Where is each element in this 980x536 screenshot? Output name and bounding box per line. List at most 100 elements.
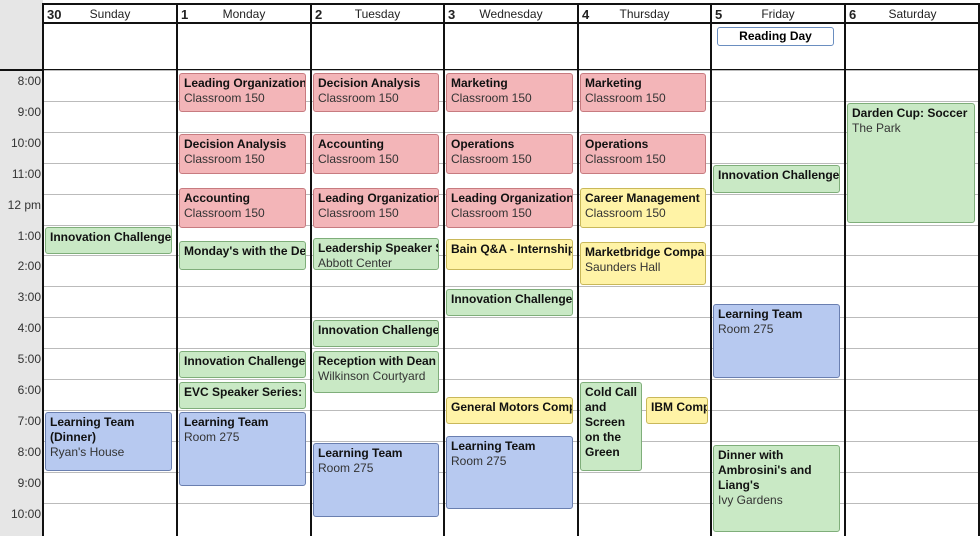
event-title: Operations <box>451 137 515 152</box>
time-column <box>0 0 43 536</box>
time-label: 12 pm <box>7 197 41 212</box>
day-header-wednesday[interactable]: Wednesday 3 <box>444 3 578 24</box>
calendar-event[interactable]: Operations Classroom 150 <box>580 134 706 175</box>
day-number: 5 <box>715 7 723 22</box>
calendar-event[interactable]: Innovation Challenge; <box>313 319 439 348</box>
calendar-event[interactable]: Learning Team Room 275 <box>179 412 306 487</box>
day-number: 6 <box>849 7 857 22</box>
event-title: Learning Team <box>318 446 403 461</box>
header-top-border <box>43 3 980 5</box>
calendar-event[interactable]: Reception with Dean E Wilkinson Courtyard <box>313 350 439 394</box>
day-column-divider <box>42 3 44 536</box>
calendar-event[interactable]: IBM Comp <box>646 396 708 425</box>
calendar-event[interactable]: Decision Analysis Classroom 150 <box>313 72 439 113</box>
calendar-event[interactable]: Leading Organizations Classroom 150 <box>446 188 573 229</box>
event-title: EVC Speaker Series: R <box>184 384 306 399</box>
event-title: Career Management <box>585 191 700 206</box>
event-title: Leading Organizations <box>184 75 306 90</box>
calendar-event[interactable]: Operations Classroom 150 <box>446 134 573 175</box>
all-day-event[interactable]: Reading Day <box>717 27 834 46</box>
event-title: Accounting <box>184 191 250 206</box>
calendar-event[interactable]: Innovation Challenge <box>713 165 840 193</box>
event-location: Classroom 150 <box>585 152 666 167</box>
time-label: 9:00 <box>17 475 41 490</box>
event-title: Learning Team <box>451 438 536 453</box>
calendar-event[interactable]: General Motors Comp: <box>446 396 573 425</box>
calendar-event[interactable]: EVC Speaker Series: R <box>179 381 306 409</box>
day-header-thursday[interactable]: Thursday 4 <box>578 3 711 24</box>
time-label: 3:00 <box>17 290 41 305</box>
day-header-monday[interactable]: Monday 1 <box>177 3 311 24</box>
calendar-event[interactable]: Innovation Challenge; <box>446 288 573 317</box>
calendar-event[interactable]: Dinner with Ambrosini's and Liang's Ivy G… <box>713 444 840 533</box>
hour-gridline <box>43 131 980 133</box>
day-header-tuesday[interactable]: Tuesday 2 <box>311 3 444 24</box>
time-label: 10:00 <box>10 135 41 150</box>
day-column-divider <box>978 3 980 536</box>
event-location: Wilkinson Courtyard <box>318 368 426 383</box>
event-title: General Motors Comp: <box>451 399 573 414</box>
event-location: Room 275 <box>318 461 374 476</box>
event-title: Innovation Challenge; <box>451 291 573 306</box>
event-title: Innovation Challenge; <box>318 322 439 337</box>
event-location: Classroom 150 <box>318 90 399 105</box>
event-title: Marketbridge Compan <box>585 245 706 260</box>
time-label: 4:00 <box>17 321 41 336</box>
event-location: The Park <box>852 121 901 136</box>
calendar-event[interactable]: Monday's with the Dean <box>179 240 306 270</box>
event-title: Innovation Challenge <box>718 168 840 183</box>
calendar-event[interactable]: Marketing Classroom 150 <box>446 72 573 113</box>
hour-gridline <box>43 286 980 288</box>
time-label: 6:00 <box>17 383 41 397</box>
event-title: Innovation Challenge: <box>184 353 306 368</box>
event-title: Bain Q&A - Internship; <box>451 242 573 257</box>
calendar-event[interactable]: Leading Organizations Classroom 150 <box>179 72 306 113</box>
calendar-event[interactable]: Innovation Challenge: <box>179 350 306 378</box>
event-title: Innovation Challenge: <box>50 230 172 245</box>
calendar-event[interactable]: Accounting Classroom 150 <box>179 188 306 229</box>
calendar-event[interactable]: Cold Call and Screen on the Green <box>580 381 642 471</box>
day-name: Monday <box>222 7 266 21</box>
calendar-event[interactable]: Leadership Speaker Se Abbott Center <box>313 237 439 270</box>
calendar-event[interactable]: Marketbridge Compan Saunders Hall <box>580 242 706 286</box>
calendar-event[interactable]: Accounting Classroom 150 <box>313 134 439 175</box>
day-header-sunday[interactable]: Sunday 30 <box>43 3 177 24</box>
event-location: Classroom 150 <box>184 206 265 221</box>
day-name: Sunday <box>89 7 131 21</box>
calendar-event[interactable]: Learning Team Room 275 <box>313 443 439 518</box>
time-label: 9:00 <box>17 104 41 119</box>
event-title: Dinner with Ambrosini's and Liang's <box>718 447 812 492</box>
calendar-event[interactable]: Darden Cup: Soccer The Park <box>847 103 975 224</box>
calendar-event[interactable]: Innovation Challenge: <box>45 227 172 255</box>
calendar-event[interactable]: Career Management Classroom 150 <box>580 188 706 229</box>
time-label: 11:00 <box>11 166 41 181</box>
day-header-saturday[interactable]: Saturday 6 <box>845 3 980 24</box>
day-header-friday[interactable]: Friday 5 <box>711 3 845 24</box>
time-label: 7:00 <box>17 413 41 428</box>
event-location: Classroom 150 <box>585 206 666 221</box>
calendar-event[interactable]: Learning Team (Dinner) Ryan's House <box>45 412 172 471</box>
event-location: Room 275 <box>451 453 507 468</box>
hour-gridline <box>43 379 980 380</box>
day-name: Thursday <box>619 7 670 21</box>
calendar-event[interactable]: Marketing Classroom 150 <box>580 72 706 113</box>
event-title: Reception with Dean E <box>318 353 439 368</box>
hour-gridline <box>43 317 980 319</box>
day-column-divider <box>443 3 445 536</box>
time-label: 2:00 <box>17 259 41 274</box>
event-location: Classroom 150 <box>184 152 265 167</box>
calendar-event[interactable]: Decision Analysis Classroom 150 <box>179 134 306 175</box>
event-title: IBM Comp <box>651 399 708 414</box>
day-name: Friday <box>761 7 795 21</box>
calendar-event[interactable]: Learning Team Room 275 <box>713 304 840 378</box>
calendar-event[interactable]: Learning Team Room 275 <box>446 435 573 510</box>
event-title: Learning Team <box>184 415 269 430</box>
event-title: Leading Organizations <box>451 191 573 206</box>
time-label: 1:00 <box>17 228 41 243</box>
event-location: Ivy Gardens <box>718 492 783 507</box>
day-name: Saturday <box>888 7 937 21</box>
calendar-event[interactable]: Bain Q&A - Internship; <box>446 239 573 270</box>
day-column-divider <box>176 3 178 536</box>
calendar-event[interactable]: Leading Organizations Classroom 150 <box>313 188 439 229</box>
